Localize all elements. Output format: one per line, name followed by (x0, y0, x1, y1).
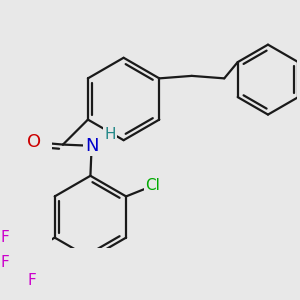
Text: Cl: Cl (145, 178, 160, 193)
Text: F: F (28, 273, 37, 288)
Text: F: F (0, 230, 9, 245)
Text: N: N (85, 137, 98, 155)
Text: F: F (0, 255, 9, 270)
Text: O: O (27, 133, 41, 151)
Text: H: H (105, 127, 116, 142)
